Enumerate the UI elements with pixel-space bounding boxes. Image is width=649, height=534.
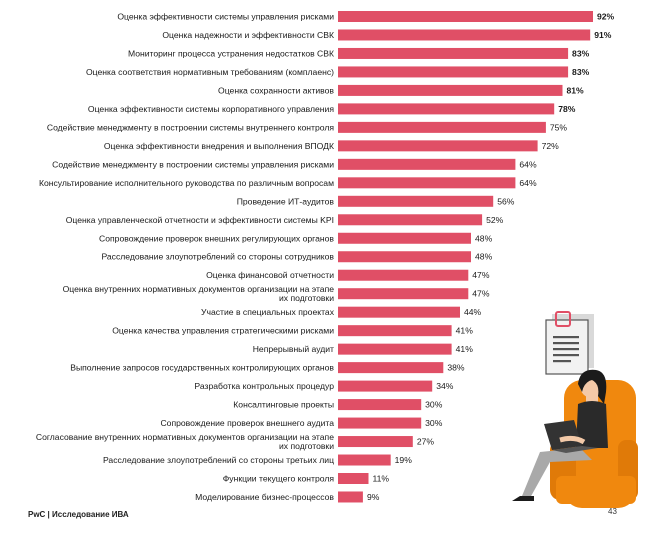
category-label: Расследование злоупотреблений со стороны… <box>103 455 334 465</box>
category-label: Оценка сохранности активов <box>218 85 334 95</box>
category-label: Сопровождение проверок внешнего аудита <box>160 418 334 428</box>
bar <box>338 306 460 318</box>
value-label: 48% <box>475 252 493 262</box>
bar <box>338 195 494 207</box>
value-label: 19% <box>395 455 413 465</box>
bar <box>338 399 422 411</box>
category-label: Консалтинговые проекты <box>233 400 334 410</box>
bar <box>338 121 546 133</box>
value-label: 9% <box>367 492 380 502</box>
bar <box>338 343 452 355</box>
category-label: Оценка внутренних нормативных документов… <box>63 284 335 303</box>
bar <box>338 325 452 337</box>
bar <box>338 84 563 96</box>
category-label: Содействие менеджменту в построении сист… <box>47 122 334 132</box>
bar <box>338 158 516 170</box>
category-label: Оценка эффективности системы управления … <box>117 12 334 22</box>
bar <box>338 232 471 244</box>
illustration-woman-laptop <box>512 311 638 508</box>
bar <box>338 454 391 466</box>
category-label: Непрерывный аудит <box>253 344 334 354</box>
bar <box>338 380 433 392</box>
bar <box>338 66 569 78</box>
value-label: 72% <box>542 141 560 151</box>
page-number: 43 <box>608 507 617 516</box>
bar <box>338 436 413 448</box>
value-label: 30% <box>425 418 443 428</box>
bar <box>338 47 569 59</box>
category-label: Согласование внутренних нормативных доку… <box>36 432 334 451</box>
value-label: 47% <box>472 289 490 299</box>
category-label: Выполнение запросов государственных конт… <box>70 363 334 373</box>
footer-source: PwC | Исследование ИВА <box>28 510 129 519</box>
category-label: Моделирование бизнес-процессов <box>195 492 334 502</box>
bar <box>338 214 483 226</box>
category-label: Содействие менеджменту в построении сист… <box>52 159 334 169</box>
laptop-icon <box>544 420 598 453</box>
bar <box>338 140 538 152</box>
value-label: 41% <box>456 326 474 336</box>
value-label: 64% <box>519 159 537 169</box>
value-label: 47% <box>472 270 490 280</box>
category-label: Проведение ИТ-аудитов <box>237 196 335 206</box>
bar <box>338 177 516 189</box>
bar <box>338 103 555 115</box>
value-label: 83% <box>572 48 590 58</box>
value-label: 27% <box>417 437 435 447</box>
clipboard-icon <box>545 311 594 375</box>
value-label: 34% <box>436 381 454 391</box>
value-label: 91% <box>594 30 612 40</box>
bar <box>338 473 369 484</box>
woman-figure <box>512 369 608 501</box>
bar <box>338 491 363 503</box>
value-label: 83% <box>572 67 590 77</box>
value-label: 11% <box>372 474 389 484</box>
category-label: Функции текущего контроля <box>223 474 335 484</box>
bar <box>338 251 471 263</box>
category-label: Консультирование исполнительного руковод… <box>39 178 334 188</box>
category-label: Оценка финансовой отчетности <box>206 270 334 280</box>
value-label: 44% <box>464 307 482 317</box>
bar <box>338 269 469 281</box>
category-label: Оценка эффективности системы корпоративн… <box>88 104 334 114</box>
bar <box>338 11 593 22</box>
value-label: 48% <box>475 233 493 243</box>
category-label: Оценка эффективности внедрения и выполне… <box>104 141 334 151</box>
bar <box>338 362 444 374</box>
value-label: 75% <box>550 122 568 132</box>
value-label: 56% <box>497 196 515 206</box>
value-label: 41% <box>456 344 474 354</box>
value-label: 30% <box>425 400 443 410</box>
category-label: Участие в специальных проектах <box>201 307 335 317</box>
category-label: Расследование злоупотреблений со стороны… <box>101 252 334 262</box>
value-label: 78% <box>558 104 576 114</box>
category-label: Оценка качества управления стратегически… <box>112 326 334 336</box>
bar <box>338 417 422 429</box>
bar <box>338 29 591 41</box>
value-label: 92% <box>597 12 615 22</box>
bar <box>338 288 469 300</box>
category-label: Разработка контрольных процедур <box>194 381 334 391</box>
value-label: 81% <box>567 85 585 95</box>
value-label: 52% <box>486 215 504 225</box>
category-label: Сопровождение проверок внешних регулирую… <box>99 233 334 243</box>
value-label: 64% <box>519 178 537 188</box>
category-label: Мониторинг процесса устранения недостатк… <box>128 48 334 58</box>
category-label: Оценка соответствия нормативным требован… <box>86 67 334 77</box>
category-label: Оценка надежности и эффективности СВК <box>162 30 334 40</box>
category-label: Оценка управленческой отчетности и эффек… <box>66 215 334 225</box>
value-label: 38% <box>447 363 465 373</box>
